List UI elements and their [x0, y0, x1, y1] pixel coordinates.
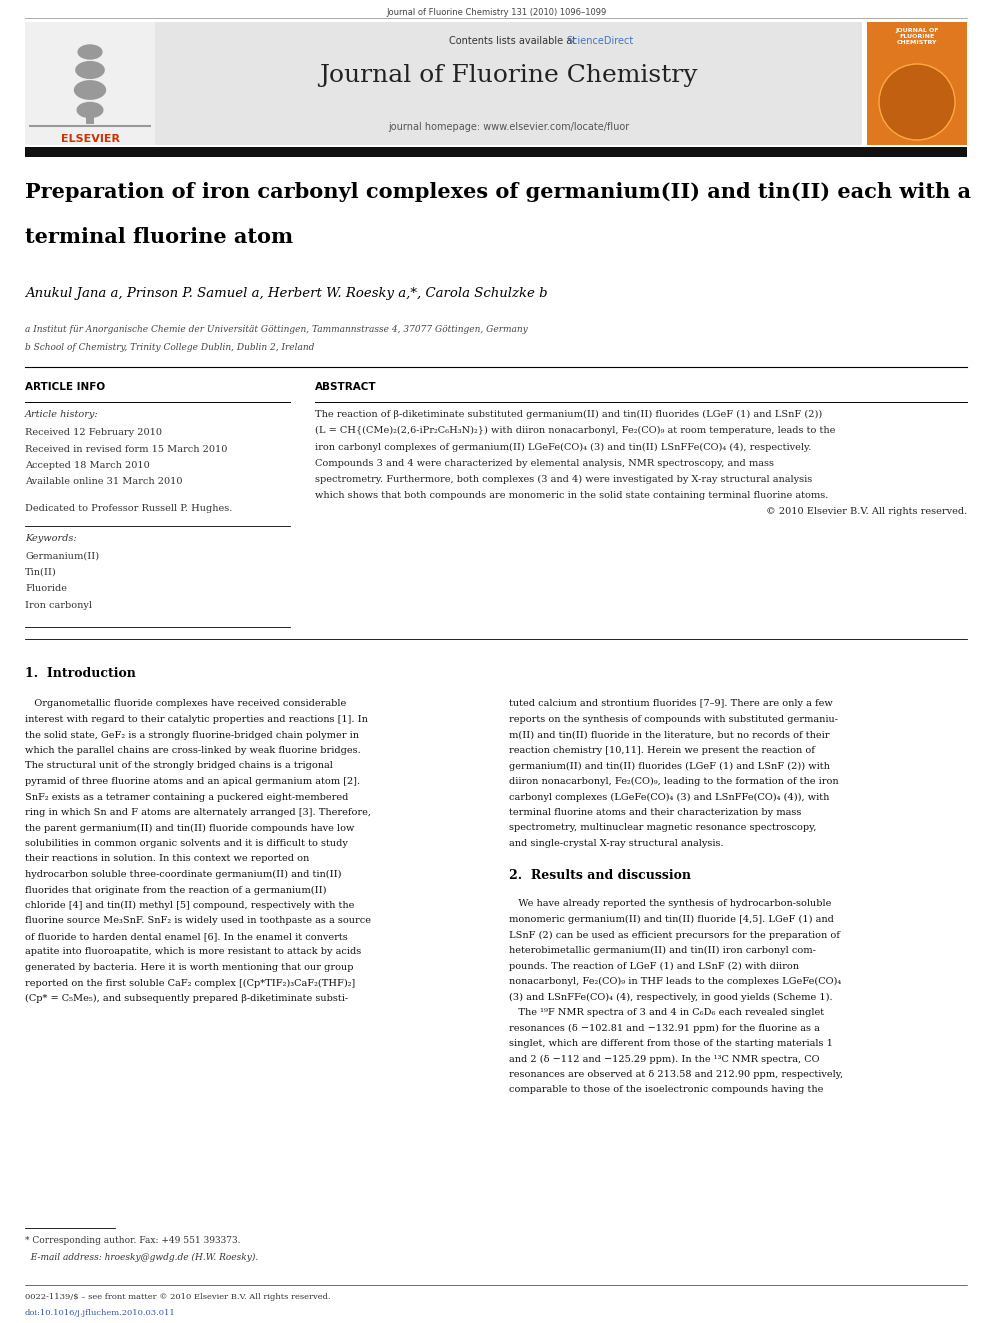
- Text: Dedicated to Professor Russell P. Hughes.: Dedicated to Professor Russell P. Hughes…: [25, 504, 232, 513]
- Text: Contents lists available at: Contents lists available at: [448, 36, 582, 46]
- Text: ring in which Sn and F atoms are alternately arranged [3]. Therefore,: ring in which Sn and F atoms are alterna…: [25, 808, 371, 818]
- Text: Journal of Fluorine Chemistry: Journal of Fluorine Chemistry: [319, 64, 697, 87]
- Text: pyramid of three fluorine atoms and an apical germanium atom [2].: pyramid of three fluorine atoms and an a…: [25, 777, 360, 786]
- Text: (L = CH{(CMe)₂(2,6-iPr₂C₆H₃N)₂}) with diiron nonacarbonyl, Fe₂(CO)₉ at room temp: (L = CH{(CMe)₂(2,6-iPr₂C₆H₃N)₂}) with di…: [315, 426, 835, 435]
- Text: reports on the synthesis of compounds with substituted germaniu-: reports on the synthesis of compounds wi…: [509, 714, 838, 724]
- Text: ABSTRACT: ABSTRACT: [315, 382, 377, 392]
- Text: Received 12 February 2010: Received 12 February 2010: [25, 429, 162, 437]
- Text: Received in revised form 15 March 2010: Received in revised form 15 March 2010: [25, 445, 227, 454]
- Text: E-mail address: hroesky@gwdg.de (H.W. Roesky).: E-mail address: hroesky@gwdg.de (H.W. Ro…: [25, 1253, 258, 1262]
- Text: LSnF (2) can be used as efficient precursors for the preparation of: LSnF (2) can be used as efficient precur…: [509, 930, 840, 939]
- Text: ELSEVIER: ELSEVIER: [61, 134, 119, 144]
- Ellipse shape: [76, 102, 103, 118]
- Text: their reactions in solution. In this context we reported on: their reactions in solution. In this con…: [25, 855, 310, 864]
- Text: singlet, which are different from those of the starting materials 1: singlet, which are different from those …: [509, 1039, 833, 1048]
- Text: Article history:: Article history:: [25, 410, 98, 419]
- Text: 0022-1139/$ – see front matter © 2010 Elsevier B.V. All rights reserved.: 0022-1139/$ – see front matter © 2010 El…: [25, 1293, 330, 1301]
- Text: germanium(II) and tin(II) fluorides (LGeF (1) and LSnF (2)) with: germanium(II) and tin(II) fluorides (LGe…: [509, 762, 830, 770]
- Bar: [86, 112, 94, 124]
- Bar: [155, 22, 862, 146]
- Text: iron carbonyl complexes of germanium(II) LGeFe(CO)₄ (3) and tin(II) LSnFFe(CO)₄ : iron carbonyl complexes of germanium(II)…: [315, 442, 811, 451]
- Text: m(II) and tin(II) fluoride in the literature, but no records of their: m(II) and tin(II) fluoride in the litera…: [509, 730, 829, 740]
- Text: journal homepage: www.elsevier.com/locate/fluor: journal homepage: www.elsevier.com/locat…: [388, 122, 629, 132]
- Text: b School of Chemistry, Trinity College Dublin, Dublin 2, Ireland: b School of Chemistry, Trinity College D…: [25, 343, 314, 352]
- Bar: [867, 22, 967, 146]
- Text: reaction chemistry [10,11]. Herein we present the reaction of: reaction chemistry [10,11]. Herein we pr…: [509, 746, 814, 755]
- Text: Compounds 3 and 4 were characterized by elemental analysis, NMR spectroscopy, an: Compounds 3 and 4 were characterized by …: [315, 459, 774, 467]
- Text: We have already reported the synthesis of hydrocarbon-soluble: We have already reported the synthesis o…: [509, 900, 831, 909]
- Text: pounds. The reaction of LGeF (1) and LSnF (2) with diiron: pounds. The reaction of LGeF (1) and LSn…: [509, 962, 799, 971]
- Text: Iron carbonyl: Iron carbonyl: [25, 601, 92, 610]
- Text: Tin(II): Tin(II): [25, 568, 57, 577]
- Bar: [25, 22, 155, 146]
- Text: (3) and LSnFFe(CO)₄ (4), respectively, in good yields (Scheme 1).: (3) and LSnFFe(CO)₄ (4), respectively, i…: [509, 992, 832, 1002]
- Text: terminal fluorine atom: terminal fluorine atom: [25, 228, 293, 247]
- Text: of fluoride to harden dental enamel [6]. In the enamel it converts: of fluoride to harden dental enamel [6].…: [25, 931, 348, 941]
- Text: 2.  Results and discussion: 2. Results and discussion: [509, 869, 691, 882]
- Text: reported on the first soluble CaF₂ complex [(Cp*TIF₂)₃CaF₂(THF)₂]: reported on the first soluble CaF₂ compl…: [25, 979, 355, 988]
- Text: spectrometry, multinuclear magnetic resonance spectroscopy,: spectrometry, multinuclear magnetic reso…: [509, 823, 816, 832]
- Text: diiron nonacarbonyl, Fe₂(CO)₉, leading to the formation of the iron: diiron nonacarbonyl, Fe₂(CO)₉, leading t…: [509, 777, 838, 786]
- Bar: [25, 147, 967, 157]
- Text: fluorine source Me₃SnF. SnF₂ is widely used in toothpaste as a source: fluorine source Me₃SnF. SnF₂ is widely u…: [25, 917, 371, 926]
- Text: fluorides that originate from the reaction of a germanium(II): fluorides that originate from the reacti…: [25, 885, 326, 894]
- Text: Germanium(II): Germanium(II): [25, 552, 99, 561]
- Text: Fluoride: Fluoride: [25, 585, 67, 594]
- Text: ARTICLE INFO: ARTICLE INFO: [25, 382, 105, 392]
- Text: which shows that both compounds are monomeric in the solid state containing term: which shows that both compounds are mono…: [315, 491, 828, 500]
- Ellipse shape: [73, 81, 106, 101]
- Text: Journal of Fluorine Chemistry 131 (2010) 1096–1099: Journal of Fluorine Chemistry 131 (2010)…: [386, 8, 606, 17]
- Text: spectrometry. Furthermore, both complexes (3 and 4) were investigated by X-ray s: spectrometry. Furthermore, both complexe…: [315, 475, 812, 484]
- Text: comparable to those of the isoelectronic compounds having the: comparable to those of the isoelectronic…: [509, 1085, 823, 1094]
- Text: the solid state, GeF₂ is a strongly fluorine-bridged chain polymer in: the solid state, GeF₂ is a strongly fluo…: [25, 730, 359, 740]
- Text: nonacarbonyl, Fe₂(CO)₉ in THF leads to the complexes LGeFe(CO)₄: nonacarbonyl, Fe₂(CO)₉ in THF leads to t…: [509, 976, 841, 986]
- Text: The ¹⁹F NMR spectra of 3 and 4 in C₆D₆ each revealed singlet: The ¹⁹F NMR spectra of 3 and 4 in C₆D₆ e…: [509, 1008, 824, 1017]
- Text: tuted calcium and strontium fluorides [7–9]. There are only a few: tuted calcium and strontium fluorides [7…: [509, 700, 832, 709]
- Text: SnF₂ exists as a tetramer containing a puckered eight-membered: SnF₂ exists as a tetramer containing a p…: [25, 792, 348, 802]
- Text: monomeric germanium(II) and tin(II) fluoride [4,5]. LGeF (1) and: monomeric germanium(II) and tin(II) fluo…: [509, 916, 834, 925]
- Text: terminal fluorine atoms and their characterization by mass: terminal fluorine atoms and their charac…: [509, 808, 802, 818]
- Text: © 2010 Elsevier B.V. All rights reserved.: © 2010 Elsevier B.V. All rights reserved…: [766, 507, 967, 516]
- Text: ScienceDirect: ScienceDirect: [566, 36, 634, 46]
- Text: Keywords:: Keywords:: [25, 534, 76, 542]
- Circle shape: [879, 64, 955, 140]
- Text: Organometallic fluoride complexes have received considerable: Organometallic fluoride complexes have r…: [25, 700, 346, 709]
- Text: The structural unit of the strongly bridged chains is a trigonal: The structural unit of the strongly brid…: [25, 762, 333, 770]
- Text: and 2 (δ −112 and −125.29 ppm). In the ¹³C NMR spectra, CO: and 2 (δ −112 and −125.29 ppm). In the ¹…: [509, 1054, 819, 1064]
- Text: (Cp* = C₅Me₅), and subsequently prepared β-diketiminate substi-: (Cp* = C₅Me₅), and subsequently prepared…: [25, 994, 348, 1003]
- Text: and single-crystal X-ray structural analysis.: and single-crystal X-ray structural anal…: [509, 839, 723, 848]
- Text: doi:10.1016/j.jfluchem.2010.03.011: doi:10.1016/j.jfluchem.2010.03.011: [25, 1308, 176, 1316]
- Text: Available online 31 March 2010: Available online 31 March 2010: [25, 478, 183, 487]
- Text: JOURNAL OF
FLUORINE
CHEMISTRY: JOURNAL OF FLUORINE CHEMISTRY: [895, 28, 938, 45]
- Text: The reaction of β-diketiminate substituted germanium(II) and tin(II) fluorides (: The reaction of β-diketiminate substitut…: [315, 410, 822, 419]
- Text: a Institut für Anorganische Chemie der Universität Göttingen, Tammannstrasse 4, : a Institut für Anorganische Chemie der U…: [25, 325, 528, 333]
- Text: interest with regard to their catalytic properties and reactions [1]. In: interest with regard to their catalytic …: [25, 714, 368, 724]
- Text: hydrocarbon soluble three-coordinate germanium(II) and tin(II): hydrocarbon soluble three-coordinate ger…: [25, 871, 341, 878]
- Text: apatite into fluoroapatite, which is more resistant to attack by acids: apatite into fluoroapatite, which is mor…: [25, 947, 361, 957]
- Text: Accepted 18 March 2010: Accepted 18 March 2010: [25, 460, 150, 470]
- Text: which the parallel chains are cross-linked by weak fluorine bridges.: which the parallel chains are cross-link…: [25, 746, 361, 755]
- Ellipse shape: [75, 61, 105, 79]
- Text: Preparation of iron carbonyl complexes of germanium(II) and tin(II) each with a: Preparation of iron carbonyl complexes o…: [25, 183, 971, 202]
- Text: heterobimetallic germanium(II) and tin(II) iron carbonyl com-: heterobimetallic germanium(II) and tin(I…: [509, 946, 815, 955]
- Text: * Corresponding author. Fax: +49 551 393373.: * Corresponding author. Fax: +49 551 393…: [25, 1236, 240, 1245]
- Text: solubilities in common organic solvents and it is difficult to study: solubilities in common organic solvents …: [25, 839, 348, 848]
- Text: generated by bacteria. Here it is worth mentioning that our group: generated by bacteria. Here it is worth …: [25, 963, 353, 972]
- Text: carbonyl complexes (LGeFe(CO)₄ (3) and LSnFFe(CO)₄ (4)), with: carbonyl complexes (LGeFe(CO)₄ (3) and L…: [509, 792, 829, 802]
- Text: chloride [4] and tin(II) methyl [5] compound, respectively with the: chloride [4] and tin(II) methyl [5] comp…: [25, 901, 354, 910]
- Text: resonances (δ −102.81 and −132.91 ppm) for the fluorine as a: resonances (δ −102.81 and −132.91 ppm) f…: [509, 1024, 819, 1033]
- Ellipse shape: [77, 44, 102, 60]
- Text: resonances are observed at δ 213.58 and 212.90 ppm, respectively,: resonances are observed at δ 213.58 and …: [509, 1070, 843, 1080]
- Text: Anukul Jana a, Prinson P. Samuel a, Herbert W. Roesky a,*, Carola Schulzke b: Anukul Jana a, Prinson P. Samuel a, Herb…: [25, 287, 548, 300]
- Text: 1.  Introduction: 1. Introduction: [25, 668, 136, 680]
- Text: the parent germanium(II) and tin(II) fluoride compounds have low: the parent germanium(II) and tin(II) flu…: [25, 823, 354, 832]
